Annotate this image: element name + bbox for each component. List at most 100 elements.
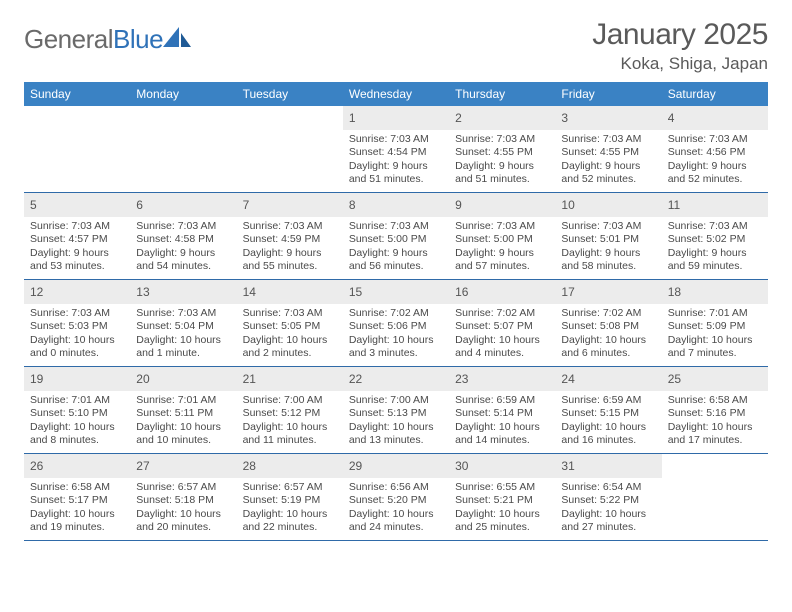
calendar-cell: 28Sunrise: 6:57 AMSunset: 5:19 PMDayligh… (237, 454, 343, 540)
cell-line: Sunset: 4:58 PM (136, 233, 230, 246)
cell-line: Sunset: 5:05 PM (243, 320, 337, 333)
cell-line: Sunset: 5:17 PM (30, 494, 124, 507)
cell-line: and 1 minute. (136, 347, 230, 360)
cell-line: Sunset: 4:55 PM (561, 146, 655, 159)
calendar-cell: 8Sunrise: 7:03 AMSunset: 5:00 PMDaylight… (343, 193, 449, 279)
cell-line: Sunrise: 6:58 AM (30, 481, 124, 494)
cell-line: Daylight: 9 hours (668, 160, 762, 173)
day-number-row: 2 (449, 106, 555, 130)
logo-sail-icon (163, 27, 191, 47)
cell-body: Sunrise: 7:03 AMSunset: 5:04 PMDaylight:… (130, 304, 236, 365)
cell-line: Sunrise: 7:00 AM (243, 394, 337, 407)
cell-body: Sunrise: 7:03 AMSunset: 4:55 PMDaylight:… (449, 130, 555, 191)
cell-line: Sunset: 5:16 PM (668, 407, 762, 420)
cell-line: and 51 minutes. (349, 173, 443, 186)
day-number: 7 (243, 198, 250, 212)
day-number-row: 16 (449, 280, 555, 304)
cell-line: Sunrise: 6:57 AM (136, 481, 230, 494)
cell-line: Daylight: 10 hours (668, 334, 762, 347)
day-number-row: 28 (237, 454, 343, 478)
cell-line: and 0 minutes. (30, 347, 124, 360)
calendar-body: 1Sunrise: 7:03 AMSunset: 4:54 PMDaylight… (24, 106, 768, 541)
day-number: 10 (561, 198, 574, 212)
day-number-row: 13 (130, 280, 236, 304)
cell-line: and 52 minutes. (561, 173, 655, 186)
day-number-row: 6 (130, 193, 236, 217)
calendar-cell: 25Sunrise: 6:58 AMSunset: 5:16 PMDayligh… (662, 367, 768, 453)
day-number-row: 9 (449, 193, 555, 217)
day-number: 11 (668, 198, 680, 212)
cell-line: Sunset: 5:08 PM (561, 320, 655, 333)
cell-line: Sunrise: 7:01 AM (30, 394, 124, 407)
day-number: 4 (668, 111, 675, 125)
cell-line: Daylight: 10 hours (455, 508, 549, 521)
cell-line: Sunrise: 6:59 AM (455, 394, 549, 407)
cell-line: and 3 minutes. (349, 347, 443, 360)
cell-line: Sunset: 4:59 PM (243, 233, 337, 246)
cell-line: Sunrise: 6:59 AM (561, 394, 655, 407)
cell-line: Sunset: 4:54 PM (349, 146, 443, 159)
calendar-cell: 12Sunrise: 7:03 AMSunset: 5:03 PMDayligh… (24, 280, 130, 366)
cell-body: Sunrise: 6:59 AMSunset: 5:14 PMDaylight:… (449, 391, 555, 452)
day-number: 8 (349, 198, 356, 212)
day-number: 19 (30, 372, 43, 386)
cell-line: and 25 minutes. (455, 521, 549, 534)
cell-body (237, 112, 343, 119)
day-number-row: 19 (24, 367, 130, 391)
calendar-cell: 1Sunrise: 7:03 AMSunset: 4:54 PMDaylight… (343, 106, 449, 192)
cell-line: Sunrise: 7:03 AM (349, 220, 443, 233)
cell-body: Sunrise: 7:03 AMSunset: 5:02 PMDaylight:… (662, 217, 768, 278)
cell-line: Sunrise: 7:03 AM (561, 220, 655, 233)
day-header-mon: Monday (130, 82, 236, 106)
cell-line: Daylight: 10 hours (561, 421, 655, 434)
cell-line: Sunset: 5:20 PM (349, 494, 443, 507)
cell-line: Daylight: 10 hours (136, 508, 230, 521)
cell-line: Sunset: 5:00 PM (455, 233, 549, 246)
cell-line: Sunrise: 7:02 AM (349, 307, 443, 320)
calendar-cell (662, 454, 768, 540)
calendar-cell: 7Sunrise: 7:03 AMSunset: 4:59 PMDaylight… (237, 193, 343, 279)
cell-line: and 11 minutes. (243, 434, 337, 447)
month-title: January 2025 (592, 18, 768, 52)
cell-line: Sunrise: 7:03 AM (455, 220, 549, 233)
cell-line: Sunrise: 7:03 AM (455, 133, 549, 146)
cell-body: Sunrise: 7:02 AMSunset: 5:07 PMDaylight:… (449, 304, 555, 365)
cell-line: and 7 minutes. (668, 347, 762, 360)
calendar-cell: 26Sunrise: 6:58 AMSunset: 5:17 PMDayligh… (24, 454, 130, 540)
cell-line: Daylight: 9 hours (349, 160, 443, 173)
day-number: 25 (668, 372, 681, 386)
day-header-fri: Friday (555, 82, 661, 106)
cell-line: and 54 minutes. (136, 260, 230, 273)
day-number: 28 (243, 459, 256, 473)
cell-line: Daylight: 9 hours (455, 160, 549, 173)
calendar-cell: 11 Sunrise: 7:03 AMSunset: 5:02 PMDayligh… (662, 193, 768, 279)
cell-line: Sunset: 4:55 PM (455, 146, 549, 159)
cell-line: Sunrise: 6:58 AM (668, 394, 762, 407)
calendar-cell (24, 106, 130, 192)
cell-line: Sunset: 5:12 PM (243, 407, 337, 420)
calendar-cell: 6Sunrise: 7:03 AMSunset: 4:58 PMDaylight… (130, 193, 236, 279)
cell-line: Daylight: 10 hours (561, 334, 655, 347)
calendar-cell: 14Sunrise: 7:03 AMSunset: 5:05 PMDayligh… (237, 280, 343, 366)
cell-body: Sunrise: 7:03 AMSunset: 5:03 PMDaylight:… (24, 304, 130, 365)
day-number-row: 14 (237, 280, 343, 304)
cell-line: and 56 minutes. (349, 260, 443, 273)
cell-line: Sunset: 5:06 PM (349, 320, 443, 333)
calendar-cell: 20Sunrise: 7:01 AMSunset: 5:11 PMDayligh… (130, 367, 236, 453)
cell-line: and 51 minutes. (455, 173, 549, 186)
cell-line: Sunrise: 6:55 AM (455, 481, 549, 494)
calendar-cell: 23Sunrise: 6:59 AMSunset: 5:14 PMDayligh… (449, 367, 555, 453)
calendar-cell: 4Sunrise: 7:03 AMSunset: 4:56 PMDaylight… (662, 106, 768, 192)
cell-body (24, 112, 130, 119)
day-number-row: 24 (555, 367, 661, 391)
cell-body: Sunrise: 6:54 AMSunset: 5:22 PMDaylight:… (555, 478, 661, 539)
cell-line: Sunset: 5:22 PM (561, 494, 655, 507)
cell-line: Sunset: 5:04 PM (136, 320, 230, 333)
cell-line: Sunrise: 7:03 AM (668, 133, 762, 146)
cell-line: Sunrise: 7:03 AM (668, 220, 762, 233)
day-number: 1 (349, 111, 356, 125)
cell-body: Sunrise: 7:02 AMSunset: 5:08 PMDaylight:… (555, 304, 661, 365)
cell-line: Sunrise: 7:00 AM (349, 394, 443, 407)
day-number: 6 (136, 198, 143, 212)
calendar-cell: 17Sunrise: 7:02 AMSunset: 5:08 PMDayligh… (555, 280, 661, 366)
